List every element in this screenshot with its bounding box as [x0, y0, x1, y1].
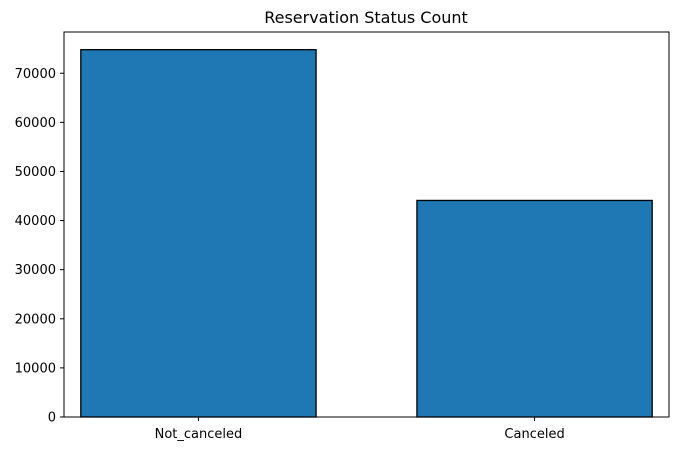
- y-tick-label: 30000: [15, 263, 56, 278]
- y-tick-label: 50000: [15, 165, 56, 180]
- y-tick-label: 10000: [15, 361, 56, 376]
- plot-frame: [63, 31, 670, 418]
- x-tick-label: Not_canceled: [155, 427, 243, 442]
- bar-not-canceled: [80, 49, 317, 418]
- chart-title: Reservation Status Count: [264, 8, 468, 27]
- bars-group: [80, 49, 653, 418]
- y-tick-label: 70000: [15, 67, 56, 82]
- y-tick-label: 40000: [15, 214, 56, 229]
- y-tick-label: 0: [48, 411, 56, 426]
- x-tick-label: Canceled: [504, 427, 564, 442]
- y-tick-label: 60000: [15, 116, 56, 131]
- y-axis: 0 10000 20000 30000 40000 50000 60000 70000: [15, 67, 64, 426]
- x-axis: Not_canceled Canceled: [155, 417, 565, 442]
- y-tick-label: 20000: [15, 312, 56, 327]
- bar-canceled: [416, 199, 653, 418]
